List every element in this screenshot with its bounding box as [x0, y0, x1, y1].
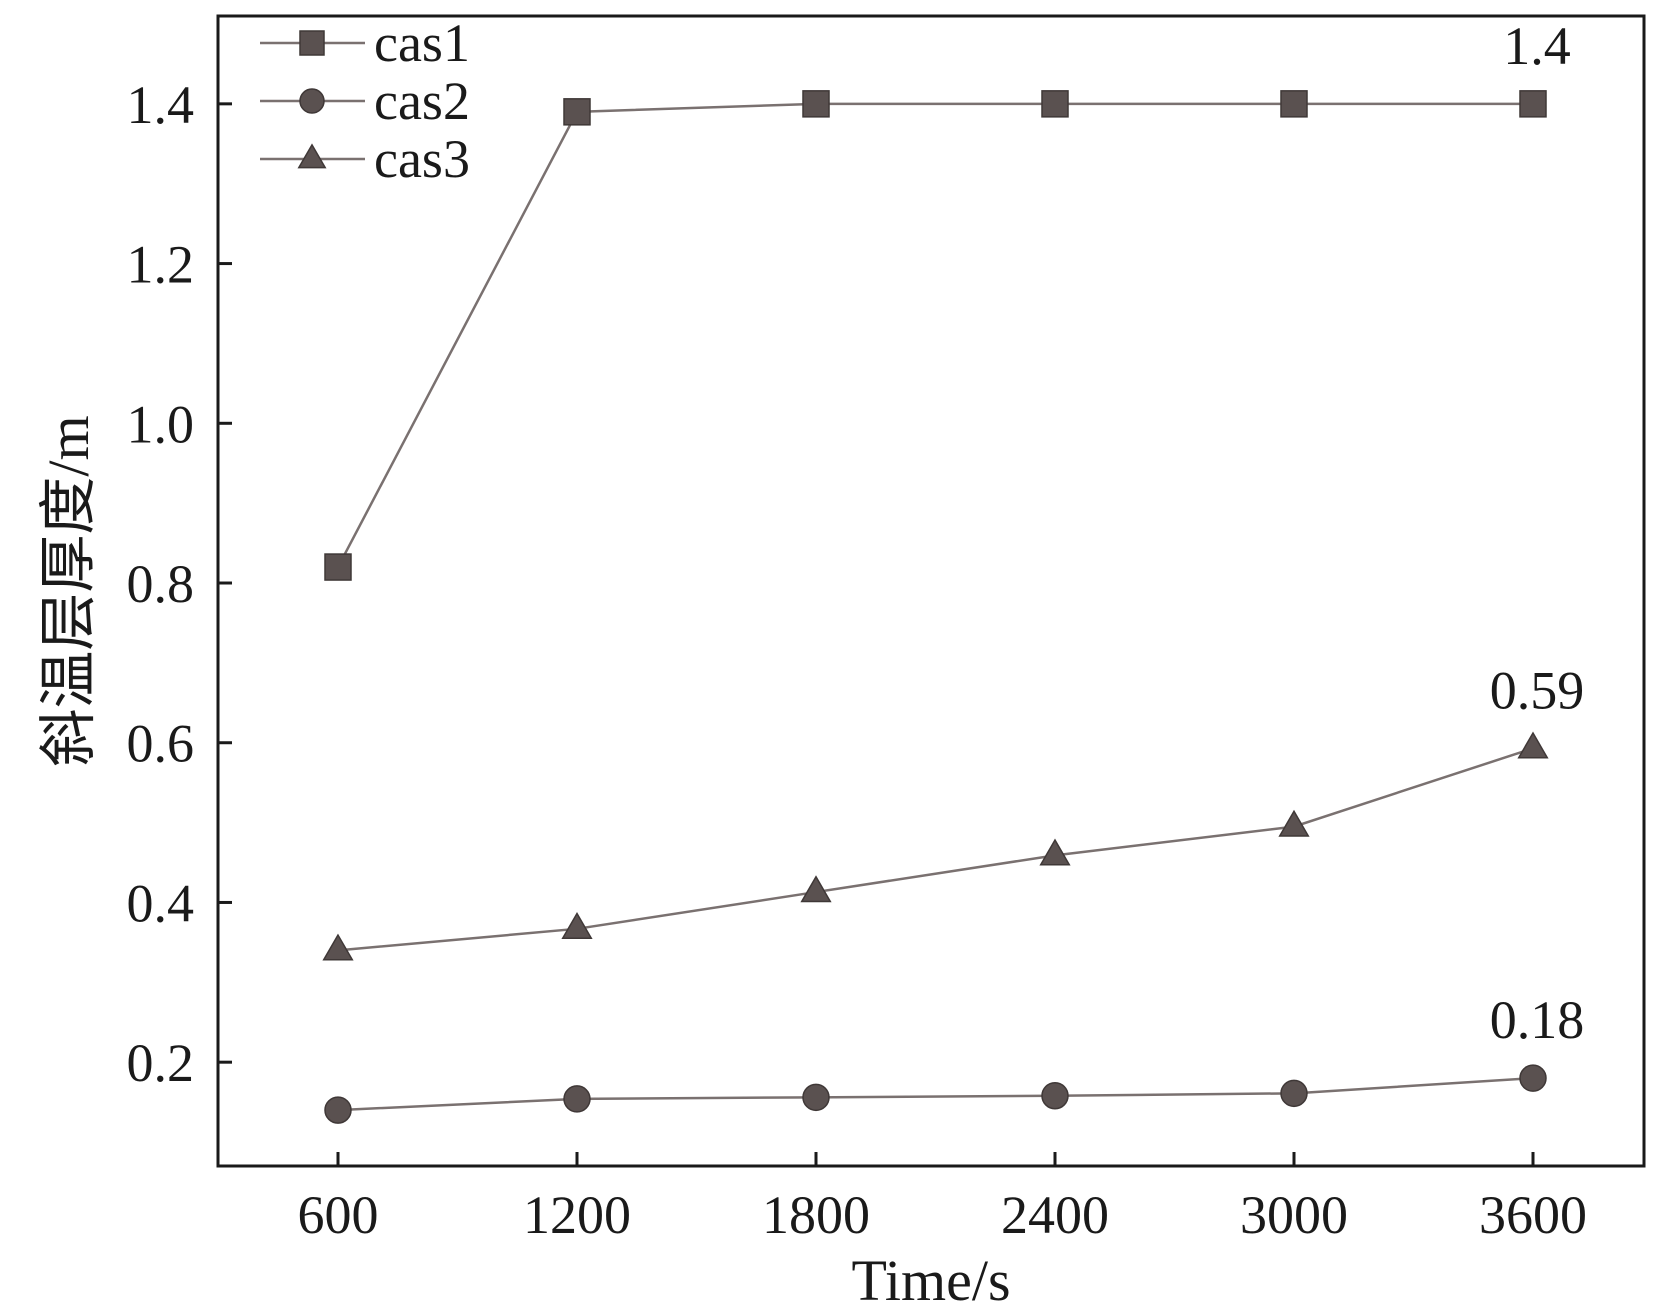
data-point: [802, 1083, 830, 1112]
data-point: [1519, 1064, 1547, 1092]
y-tick-label: 1.4: [127, 75, 195, 135]
plot-frame: [216, 14, 1646, 1168]
data-label: 0.18: [1490, 990, 1585, 1050]
x-tick-label: 2400: [1001, 1185, 1109, 1245]
legend-item: cas3: [260, 129, 470, 189]
legend-item: cas2: [260, 71, 470, 131]
y-tick-label: 1.2: [127, 235, 195, 295]
series-line: [337, 1076, 1534, 1112]
y-tick-label: 0.6: [127, 714, 195, 774]
x-tick-label: 3600: [1479, 1185, 1587, 1245]
y-axis: 0.2 0.4 0.6 0.8 1.0 1.2 1.4: [127, 75, 232, 1093]
legend-label: cas2: [374, 71, 470, 131]
x-axis: 600 1200 1800 2400 3000 3600: [298, 1152, 1587, 1245]
x-tick-label: 1200: [523, 1185, 631, 1245]
y-axis-title: 斜温层厚度/m: [36, 415, 101, 766]
y-tick-label: 0.2: [127, 1033, 195, 1093]
data-label: 1.4: [1503, 16, 1571, 76]
series-layer: [322, 90, 1549, 1124]
data-point: [563, 98, 591, 126]
data-point: [1519, 90, 1547, 118]
legend-label: cas1: [374, 13, 470, 73]
series-cas1: [324, 90, 1547, 581]
y-tick-label: 0.4: [127, 873, 195, 933]
data-point: [322, 933, 354, 961]
x-axis-title: Time/s: [851, 1248, 1010, 1307]
data-point: [1280, 1079, 1308, 1108]
series-line: [337, 747, 1534, 952]
data-point: [802, 90, 830, 118]
data-point: [1517, 731, 1549, 759]
data-point: [1278, 809, 1310, 837]
legend-label: cas3: [374, 129, 470, 189]
data-point: [1041, 1081, 1069, 1110]
x-tick-label: 600: [298, 1185, 379, 1245]
series-cas3: [322, 731, 1549, 961]
legend-item: cas1: [260, 13, 470, 73]
data-point: [324, 553, 352, 581]
data-point: [561, 912, 593, 939]
series-cas2: [324, 1064, 1547, 1124]
data-point: [324, 1096, 352, 1124]
data-point: [1041, 90, 1069, 118]
y-tick-label: 0.8: [127, 554, 195, 614]
series-line: [336, 102, 1533, 568]
legend-marker: [297, 143, 327, 169]
y-tick-label: 1.0: [127, 394, 195, 454]
legend-marker: [299, 88, 325, 114]
legend-marker: [299, 30, 325, 56]
x-tick-label: 3000: [1240, 1185, 1348, 1245]
annotations: 1.4 0.59 0.18: [1490, 16, 1585, 1050]
data-point: [1280, 90, 1308, 118]
data-point: [800, 875, 832, 903]
data-point: [1039, 838, 1071, 866]
data-point: [563, 1085, 591, 1113]
x-tick-label: 1800: [762, 1185, 870, 1245]
data-label: 0.59: [1490, 660, 1585, 720]
